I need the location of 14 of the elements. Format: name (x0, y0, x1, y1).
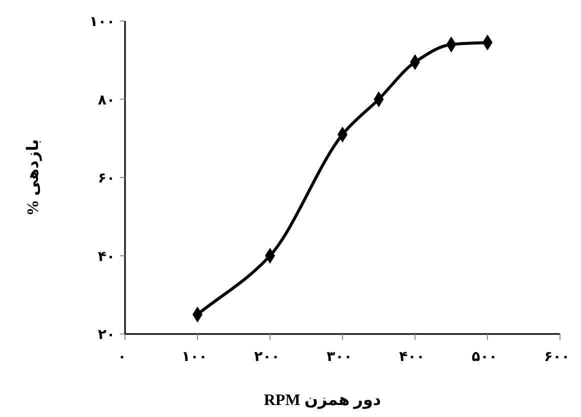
x-tick-label: ۱۰۰ (182, 350, 208, 365)
y-axis-title: بازدهی % (25, 139, 42, 216)
x-tick-label: ۲۰۰ (254, 350, 280, 365)
y-tick-label: ۶۰ (98, 172, 115, 186)
x-tick-label: ۰ (118, 350, 126, 365)
x-tick-label: ۶۰۰ (544, 350, 570, 365)
x-tick-label: ۴۰۰ (399, 350, 425, 365)
y-tick-label: ۲۰ (98, 328, 115, 343)
x-tick-label: ۵۰۰ (472, 350, 498, 365)
y-tick-label: ۴۰ (98, 250, 115, 265)
x-tick-label: ۳۰۰ (326, 350, 352, 365)
y-tick-label: ۸۰ (98, 93, 115, 108)
y-tick-label: ۱۰۰ (89, 15, 115, 30)
x-axis-title: دور همزن RPM (264, 392, 382, 409)
